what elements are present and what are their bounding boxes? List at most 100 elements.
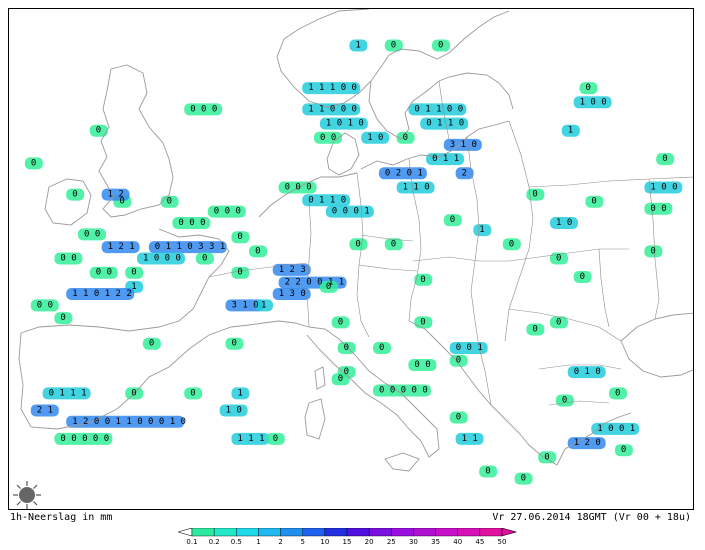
- legend-tick-label: 20: [365, 538, 374, 546]
- precip-value: 0: [72, 190, 77, 200]
- precip-value: 0: [580, 272, 585, 282]
- precip-value: 0 0 0: [190, 104, 217, 114]
- precip-value: 0: [338, 374, 343, 384]
- legend-tick-label: 0.5: [231, 538, 242, 546]
- precip-value: 0 0 0: [214, 207, 241, 217]
- precip-value: 0: [438, 41, 443, 51]
- precip-value: 0 0: [96, 268, 112, 278]
- precip-area: [473, 224, 492, 237]
- legend-tick-label: 5: [300, 538, 304, 546]
- precip-value: 1 0: [226, 405, 242, 415]
- precip-area: [526, 188, 545, 201]
- precip-value: 1 1 0 1 2 2: [72, 289, 132, 299]
- precip-value: 0: [96, 126, 101, 136]
- precip-area: [656, 153, 675, 166]
- precip-area: [614, 444, 633, 457]
- precip-area: [207, 205, 246, 218]
- precip-value: 0: [556, 254, 561, 264]
- precip-value: 0: [532, 190, 537, 200]
- precip-area: [78, 228, 106, 241]
- precip-value: 0: [485, 467, 490, 477]
- precip-value: 0: [562, 396, 567, 406]
- precip-area: [184, 387, 203, 400]
- precip-area: [550, 316, 568, 329]
- precip-area: [408, 103, 467, 116]
- map-frame: 0 0 0 0 0 1 0 0 1 1 1 0 0 1 1 0 0 0 1 0 1 0 0 1 1…: [8, 8, 694, 510]
- precip-value: 0: [255, 246, 260, 256]
- precip-area: [24, 157, 43, 170]
- precip-area: [373, 384, 431, 397]
- precip-area: [331, 316, 350, 329]
- precip-area: [302, 194, 351, 207]
- precip-value: 0 0: [60, 254, 76, 264]
- precip-value: 0: [509, 239, 514, 249]
- precip-area: [42, 387, 91, 400]
- precip-value: 0 0 0 0 0: [60, 434, 109, 444]
- precip-area: [426, 153, 465, 166]
- legend-swatch: [368, 527, 392, 537]
- precip-value: 3 1 0: [232, 300, 259, 310]
- precip-value: 0: [60, 313, 65, 323]
- precip-value: 1 0: [367, 133, 383, 143]
- legend-tick-label: 30: [409, 538, 418, 546]
- precip-value: 0: [273, 434, 278, 444]
- precip-area: [420, 117, 469, 130]
- legend-swatch: [191, 527, 215, 537]
- precip-value: 0: [237, 232, 242, 242]
- precip-area: [272, 263, 311, 276]
- precip-value: 0: [450, 215, 455, 225]
- precip-area: [373, 341, 391, 354]
- legend-tick-label: 10: [320, 538, 329, 546]
- precip-area: [644, 181, 683, 194]
- precip-value: 0 2 0 1: [385, 168, 423, 178]
- precip-value: 0 1 1: [432, 154, 459, 164]
- precip-area: [225, 299, 264, 312]
- precip-value: 0: [326, 282, 331, 292]
- precip-value: 0: [420, 317, 425, 327]
- precip-area: [255, 299, 273, 312]
- precip-value: 2 1: [37, 405, 53, 415]
- precip-area: [54, 432, 113, 445]
- precip-value: 1 0 1 0: [326, 119, 364, 129]
- precip-value: 1 0: [556, 218, 572, 228]
- precip-value: 0: [556, 317, 561, 327]
- precip-value: 1 1 1: [237, 434, 264, 444]
- precip-area: [302, 82, 361, 95]
- precip-value: 1: [479, 225, 484, 235]
- precip-area: [54, 252, 83, 265]
- precip-area: [396, 131, 415, 144]
- legend-tick-label: 0.1: [186, 538, 197, 546]
- precip-value: 0: [521, 474, 526, 484]
- precip-area: [101, 188, 130, 201]
- precip-area: [561, 124, 580, 137]
- precip-area: [609, 387, 627, 400]
- precip-value: 1 3 0: [279, 289, 306, 299]
- legend-swatch: [413, 527, 436, 537]
- legend-tick-label: 40: [453, 538, 462, 546]
- legend-swatch: [457, 527, 481, 537]
- precip-area: [514, 472, 533, 485]
- precip-area: [550, 217, 578, 229]
- legend-swatch: [302, 527, 326, 537]
- precip-area: [573, 96, 612, 109]
- precip-value: 0: [31, 158, 36, 168]
- precip-value: 1: [237, 388, 242, 398]
- precip-value: 0: [391, 41, 396, 51]
- precip-value: 0: [379, 343, 384, 353]
- precip-area: [89, 124, 108, 137]
- precip-value: 1: [131, 282, 136, 292]
- precip-area: [249, 245, 268, 258]
- precip-value: 0: [202, 254, 207, 264]
- precip-value: 0 1 0: [574, 367, 601, 377]
- precip-value: 1 0 0 0: [143, 254, 181, 264]
- precip-area: [361, 131, 390, 144]
- legend-tick-label: 0.2: [209, 538, 220, 546]
- legend-tick-label: 15: [343, 538, 352, 546]
- precip-area: [266, 432, 285, 445]
- precip-area: [66, 188, 85, 201]
- precip-value: 0: [131, 268, 136, 278]
- precip-value: 0: [338, 317, 343, 327]
- precip-value: 0: [391, 239, 396, 249]
- precip-area: [432, 39, 450, 52]
- legend-swatch: [280, 527, 303, 537]
